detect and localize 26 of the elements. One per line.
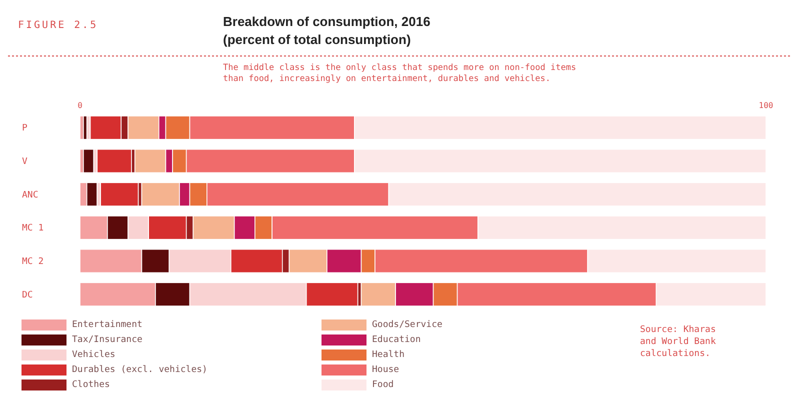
legend-label: Tax/Insurance [72,335,142,345]
chart-subtitle: (percent of total consumption) [223,32,411,47]
y-tick-label: V [22,157,28,167]
y-tick-label: P [22,124,28,134]
legend-label: Durables (excl. vehicles) [72,365,208,375]
bar [100,182,139,206]
y-tick-label: MC 1 [22,224,44,234]
text: The middle class is the only class that spends more on non-food items than food, increasingly on entertainment, durables and vehicles. [223,63,576,84]
legend-label: Goods/Service [372,320,442,330]
chart-title: Breakdown of consumption, 2016 [223,14,430,29]
y-tick-label: ANC [22,190,38,200]
bar [96,148,132,174]
legend-label: Food [372,380,394,390]
legend-label: Vehicles [72,350,116,360]
bar [83,148,94,174]
legend-label: Entertainment [72,320,142,330]
y-tick-label: MC 2 [22,257,44,267]
legend-label: Health [372,350,405,360]
y-tick-label: DC [22,290,33,300]
x-tick-label: 100 [758,101,774,110]
legend-label: House [372,365,400,375]
source-note: Source: Kharas and World Bank calculations. [640,325,716,359]
legend-label: Education [372,335,421,345]
x-tick-label: 0 [78,101,83,110]
caption: FIGURE 2.5 [18,20,98,31]
legend-label: Clothes [72,380,110,390]
